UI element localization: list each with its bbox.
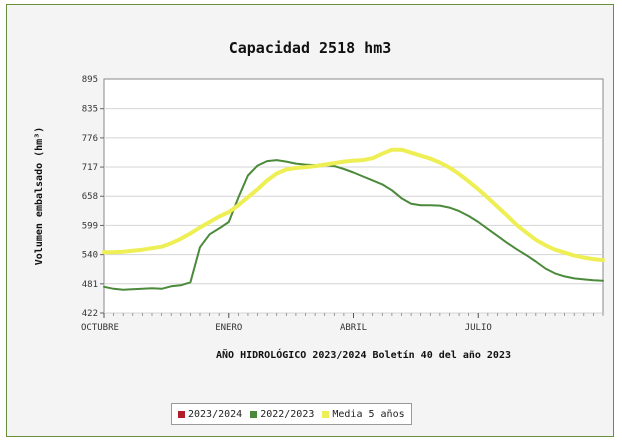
y-axis-label: Volumen embalsado (hm³) bbox=[34, 127, 45, 265]
legend-swatch bbox=[178, 410, 185, 418]
y-tick-label: 599 bbox=[82, 221, 98, 231]
x-tick-label: JULIO bbox=[465, 323, 492, 333]
legend-item: Media 5 años bbox=[322, 408, 405, 420]
legend-label: Media 5 años bbox=[332, 408, 405, 420]
y-tick-label: 717 bbox=[82, 163, 98, 173]
x-tick-label: ABRIL bbox=[340, 323, 367, 333]
y-tick-label: 658 bbox=[82, 192, 98, 202]
chart-frame: 422 481 540 599 658 717 776 835 895 OCTUBRE ENERO A… bbox=[6, 4, 614, 437]
y-tick-label: 895 bbox=[82, 75, 98, 85]
legend-swatch bbox=[322, 410, 330, 418]
legend-swatch bbox=[250, 410, 258, 418]
series-line-1 bbox=[103, 159, 604, 291]
y-tick-label: 481 bbox=[82, 280, 98, 290]
series-line-2 bbox=[102, 147, 605, 263]
x-tick-label: OCTUBRE bbox=[81, 323, 119, 333]
legend: 2023/2024 2022/2023 Media 5 años bbox=[171, 403, 412, 425]
legend-label: 2023/2024 bbox=[188, 408, 243, 420]
x-axis-label: AÑO HIDROLÓGICO 2023/2024 Boletín 40 del… bbox=[216, 348, 511, 361]
y-tick-label: 540 bbox=[82, 251, 98, 261]
y-tick-label: 422 bbox=[82, 309, 98, 319]
y-tick-label: 776 bbox=[82, 134, 98, 144]
chart-svg: 422 481 540 599 658 717 776 835 895 OCTUBRE ENERO A… bbox=[34, 75, 605, 361]
legend-label: 2022/2023 bbox=[260, 408, 315, 420]
legend-item: 2022/2023 bbox=[250, 409, 314, 420]
x-tick-label: ENERO bbox=[215, 323, 242, 333]
chart-title: Capacidad 2518 hm3 bbox=[228, 39, 392, 57]
y-tick-label: 835 bbox=[82, 105, 98, 115]
legend-item: 2023/2024 bbox=[178, 409, 242, 420]
